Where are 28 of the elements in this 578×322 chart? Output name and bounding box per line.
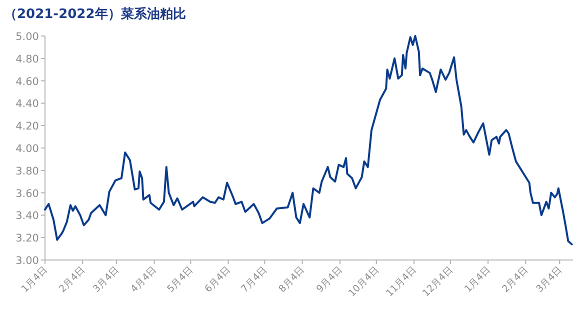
x-tick-label: 6月4日 xyxy=(202,264,234,295)
y-tick-label: 4.40 xyxy=(16,98,39,110)
y-tick-label: 3.40 xyxy=(16,210,39,222)
x-tick-label: 12月4日 xyxy=(420,264,456,300)
y-tick-label: 5.00 xyxy=(16,31,39,43)
x-tick-label: 11月4日 xyxy=(384,264,420,300)
x-tick-label: 5月4日 xyxy=(165,264,196,295)
y-tick-label: 4.60 xyxy=(16,76,39,88)
x-tick-label: 3月4日 xyxy=(91,264,122,295)
x-tick-label: 1月4日 xyxy=(462,264,494,295)
x-tick-label: 7月4日 xyxy=(239,264,270,295)
y-tick-label: 3.00 xyxy=(16,255,39,267)
y-tick-label: 3.60 xyxy=(16,188,39,200)
x-tick-label: 9月4日 xyxy=(314,264,346,295)
x-tick-label: 3月4日 xyxy=(534,264,565,295)
x-tick-label: 8月4日 xyxy=(276,264,308,295)
x-tick-label: 4月4日 xyxy=(128,264,160,295)
y-tick-label: 3.80 xyxy=(16,165,39,178)
x-tick-label: 2月4日 xyxy=(500,264,531,295)
y-tick-label: 4.20 xyxy=(16,120,39,133)
chart-title: （2021-2022年）菜系油粕比 xyxy=(4,6,186,22)
x-tick-label: 1月4日 xyxy=(20,264,50,295)
y-tick-label: 4.80 xyxy=(16,53,39,66)
line-series xyxy=(44,35,573,246)
x-tick-label: 2月4日 xyxy=(57,264,88,295)
y-tick-label: 4.00 xyxy=(16,143,39,155)
x-tick-label: 10月4日 xyxy=(346,264,382,300)
y-tick-label: 3.20 xyxy=(16,232,39,245)
